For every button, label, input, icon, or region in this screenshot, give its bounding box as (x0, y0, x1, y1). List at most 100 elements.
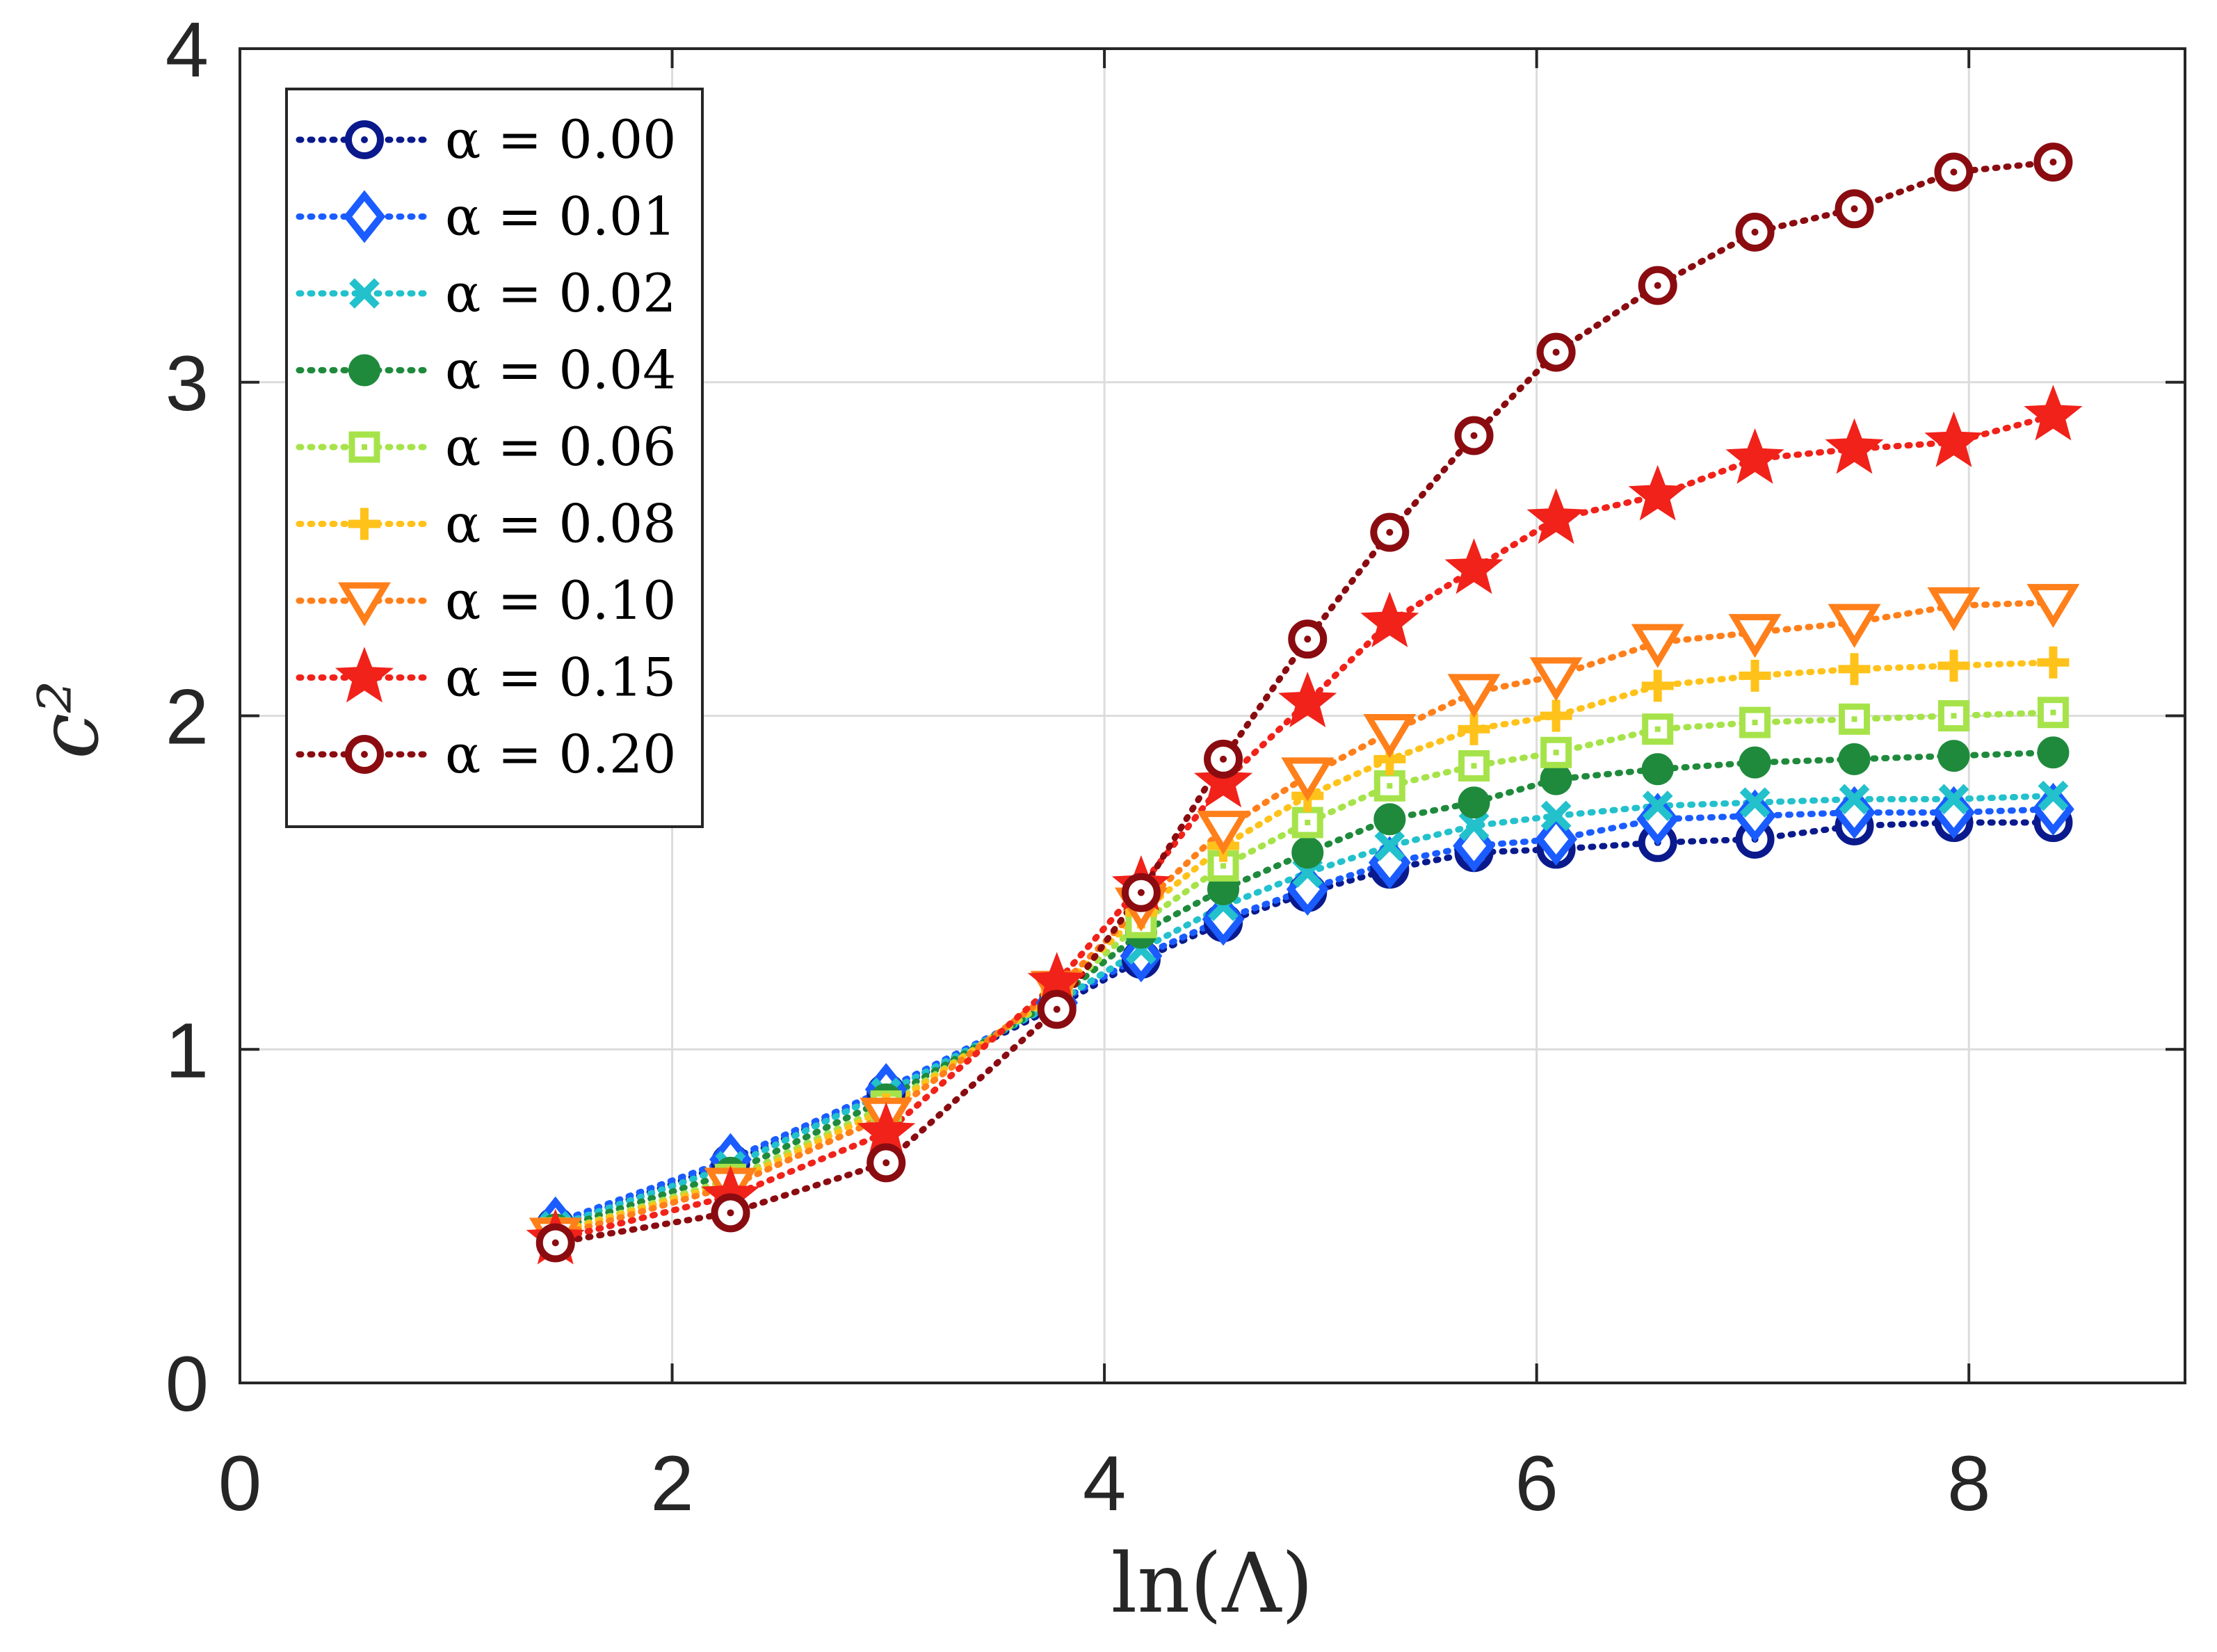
data-point (1828, 604, 1881, 648)
legend-label: α = 0.00 (445, 108, 677, 170)
data-point (1728, 614, 1782, 658)
legend-item: α = 0.02 (296, 262, 677, 324)
legend-label: α = 0.10 (445, 569, 677, 631)
legend-item: α = 0.08 (296, 493, 677, 555)
legend-marker (348, 431, 380, 463)
data-point (535, 1223, 575, 1263)
data-point (1374, 830, 1405, 861)
data-point (1839, 784, 1870, 815)
legend-item: α = 0.15 (296, 647, 677, 708)
data-point (1121, 873, 1161, 912)
data-point (1839, 703, 1871, 735)
data-point (866, 1143, 906, 1183)
data-point (1037, 989, 1077, 1029)
data-point (1934, 152, 1974, 192)
legend-label: α = 0.04 (445, 339, 677, 401)
legend-items: α = 0.00 α = 0.01 α = 0.02 α = 0.04 α = 0.06… (296, 108, 677, 785)
tick-marks (239, 47, 2185, 1384)
data-point (1291, 807, 1323, 839)
data-point (1642, 791, 1673, 821)
data-point (1193, 752, 1253, 808)
data-point (2037, 697, 2069, 729)
x-tick-label: 0 (218, 1440, 261, 1527)
legend-marker (348, 354, 380, 387)
data-point (2037, 646, 2070, 679)
data-point (1938, 784, 1969, 815)
data-point (1444, 538, 1503, 594)
x-tick-labels: 0 2 4 6 8 (218, 1440, 1991, 1527)
legend-marker (343, 190, 386, 243)
data-point (1631, 624, 1684, 668)
data-point (1278, 672, 1337, 728)
y-tick-label: 0 (166, 1341, 209, 1427)
data-point (1370, 512, 1410, 552)
legend-label: α = 0.20 (445, 723, 677, 785)
x-tick-label: 6 (1515, 1440, 1558, 1527)
data-point (1838, 653, 1871, 686)
legend-label: α = 0.01 (445, 186, 677, 248)
data-point (1642, 713, 1674, 745)
legend-label: α = 0.02 (445, 262, 677, 324)
data-point (1937, 649, 1970, 682)
data-point (1529, 657, 1583, 702)
legend-item: α = 0.06 (296, 416, 677, 478)
data-point (1454, 416, 1494, 455)
legend-label: α = 0.06 (445, 416, 677, 478)
legend-marker (338, 582, 391, 626)
y-tick-label: 3 (166, 340, 209, 427)
data-point (1638, 266, 1677, 305)
data-point (1447, 674, 1501, 718)
data-point (1288, 620, 1328, 659)
legend-item: α = 0.04 (296, 339, 677, 401)
data-point (2037, 736, 2070, 769)
data-point (711, 1193, 750, 1233)
data-point (1725, 428, 1784, 484)
data-point (1937, 740, 1970, 772)
legend-marker (335, 647, 394, 703)
y-tick-label: 4 (166, 6, 209, 93)
data-point (1363, 713, 1417, 759)
legend-item: α = 0.20 (296, 723, 677, 785)
x-tick-label: 4 (1083, 1440, 1126, 1527)
data-point (1628, 464, 1687, 521)
data-point (1197, 811, 1250, 855)
legend-marker (345, 120, 384, 159)
data-point (1458, 810, 1490, 841)
data-point (1536, 332, 1576, 372)
data-point (2026, 583, 2080, 629)
series-markers-8 (535, 143, 2073, 1263)
data-point (1825, 418, 1884, 474)
y-tick-label: 1 (166, 1007, 209, 1094)
data-point (1835, 189, 1874, 229)
data-point (1641, 753, 1674, 786)
data-point (1937, 700, 1969, 731)
y-axis-label: c² (21, 680, 117, 759)
data-point (1360, 591, 1419, 647)
data-point (1739, 746, 1771, 779)
data-point (1281, 757, 1335, 802)
legend: α = 0.00 α = 0.01 α = 0.02 α = 0.04 α = 0.06… (285, 88, 704, 828)
legend-marker (345, 735, 384, 774)
data-point (1739, 706, 1771, 738)
data-point (1526, 488, 1586, 544)
data-point (1540, 736, 1572, 768)
data-point (1458, 713, 1490, 745)
series-layer (526, 143, 2083, 1265)
data-point (1927, 587, 1981, 631)
data-point (1540, 699, 1572, 732)
legend-item: α = 0.00 (296, 108, 677, 170)
data-point (1540, 763, 1572, 795)
y-tick-label: 2 (166, 674, 209, 761)
data-point (1373, 770, 1405, 802)
x-tick-label: 2 (650, 1440, 693, 1527)
legend-label: α = 0.15 (445, 647, 677, 708)
data-point (1739, 787, 1771, 818)
legend-marker (349, 278, 380, 309)
legend-label: α = 0.08 (445, 493, 677, 555)
data-point (1458, 750, 1490, 782)
legend-item: α = 0.10 (296, 569, 677, 631)
legend-marker (348, 508, 380, 540)
data-point (1739, 659, 1771, 692)
legend-item: α = 0.01 (296, 186, 677, 248)
